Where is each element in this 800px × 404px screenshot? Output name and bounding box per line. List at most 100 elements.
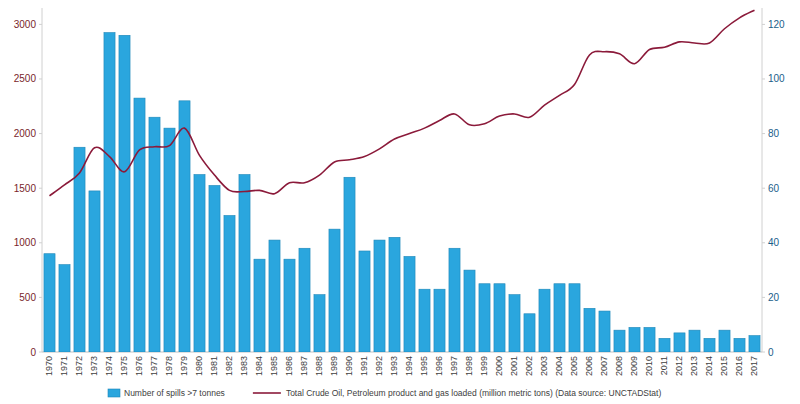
bar — [284, 259, 295, 352]
x-tick-label: 1978 — [164, 356, 174, 376]
y-tick-label: 1000 — [14, 237, 37, 248]
y2-tick — [762, 133, 765, 134]
y-tick — [39, 78, 42, 79]
y-tick — [39, 297, 42, 298]
bar — [494, 284, 505, 352]
y2-tick — [762, 297, 765, 298]
bar — [269, 240, 280, 352]
x-tick-label: 1999 — [479, 356, 489, 376]
y-tick — [39, 352, 42, 353]
y-tick — [39, 133, 42, 134]
bar — [299, 248, 310, 352]
y2-tick-label: 0 — [768, 347, 774, 358]
x-tick-label: 1981 — [209, 356, 219, 376]
bar — [389, 237, 400, 352]
y-tick-label: 500 — [19, 292, 36, 303]
bar — [179, 101, 190, 352]
bar — [719, 330, 730, 352]
x-tick-label: 1970 — [44, 356, 54, 376]
bar — [734, 338, 745, 352]
legend-label: Number of spills >7 tonnes — [124, 388, 225, 398]
y2-tick — [762, 242, 765, 243]
x-tick-label: 2004 — [554, 356, 564, 376]
bar — [119, 35, 130, 352]
x-tick-label: 2013 — [689, 356, 699, 376]
bar — [374, 240, 385, 352]
y2-tick — [762, 352, 765, 353]
bar — [329, 229, 340, 352]
x-tick-label: 2017 — [749, 356, 759, 376]
x-tick-label: 1992 — [374, 356, 384, 376]
x-tick-label: 1972 — [74, 356, 84, 376]
bar — [659, 338, 670, 352]
y-tick — [39, 24, 42, 25]
x-tick-label: 1993 — [389, 356, 399, 376]
x-tick-label: 2010 — [644, 356, 654, 376]
bar — [539, 289, 550, 352]
legend-swatch — [108, 389, 120, 397]
bar — [254, 259, 265, 352]
x-tick-label: 1974 — [104, 356, 114, 376]
x-tick-label: 1976 — [134, 356, 144, 376]
x-tick-label: 1987 — [299, 356, 309, 376]
bar — [629, 327, 640, 352]
x-tick-label: 2016 — [734, 356, 744, 376]
x-tick-label: 1986 — [284, 356, 294, 376]
bar — [44, 254, 55, 352]
legend-item: Number of spills >7 tonnes — [108, 388, 225, 398]
x-tick-label: 2007 — [599, 356, 609, 376]
x-tick-label: 2003 — [539, 356, 549, 376]
bar — [704, 338, 715, 352]
legend-swatch — [253, 392, 281, 394]
bar — [434, 289, 445, 352]
bar — [614, 330, 625, 352]
x-tick-label: 1985 — [269, 356, 279, 376]
legend-label: Total Crude Oil, Petroleum product and g… — [286, 388, 662, 398]
y2-tick-label: 100 — [768, 73, 785, 84]
x-tick-label: 1979 — [179, 356, 189, 376]
x-tick-label: 2006 — [584, 356, 594, 376]
bar — [239, 175, 250, 352]
chart: 0500100015002000250030000204060801001201… — [0, 0, 800, 404]
x-tick-label: 1977 — [149, 356, 159, 376]
y-tick-label: 1500 — [14, 183, 37, 194]
bar — [479, 284, 490, 352]
x-tick-label: 1995 — [419, 356, 429, 376]
bar — [359, 251, 370, 352]
bar — [554, 284, 565, 352]
x-tick-label: 2011 — [659, 356, 669, 375]
x-tick-label: 2001 — [509, 356, 519, 376]
y2-tick-label: 40 — [768, 237, 780, 248]
bar — [314, 295, 325, 352]
x-tick-label: 2000 — [494, 356, 504, 376]
x-tick-label: 2002 — [524, 356, 534, 376]
y2-axis-line — [762, 8, 763, 352]
bar — [89, 191, 100, 352]
x-tick-label: 2015 — [719, 356, 729, 376]
bar — [104, 33, 115, 352]
x-tick-label: 2005 — [569, 356, 579, 376]
x-tick-label: 2012 — [674, 356, 684, 376]
x-tick-label: 1988 — [314, 356, 324, 376]
plot-marks — [44, 10, 760, 352]
line — [50, 10, 755, 196]
y2-tick-label: 80 — [768, 128, 780, 139]
y-tick-label: 2000 — [14, 128, 37, 139]
bar — [689, 330, 700, 352]
bar — [419, 289, 430, 352]
y2-tick — [762, 24, 765, 25]
x-tick-label: 2009 — [629, 356, 639, 376]
bar — [344, 177, 355, 352]
bar — [194, 175, 205, 352]
x-tick-label: 1971 — [59, 356, 69, 376]
x-tick-label: 1975 — [119, 356, 129, 376]
bar — [584, 308, 595, 352]
bar — [224, 215, 235, 352]
bar — [509, 295, 520, 352]
x-tick-label: 1996 — [434, 356, 444, 376]
x-tick-label: 1991 — [359, 356, 369, 376]
x-tick-label: 1984 — [254, 356, 264, 376]
y-axis-line — [42, 8, 43, 352]
y-tick-label: 3000 — [14, 19, 37, 30]
y2-tick — [762, 188, 765, 189]
